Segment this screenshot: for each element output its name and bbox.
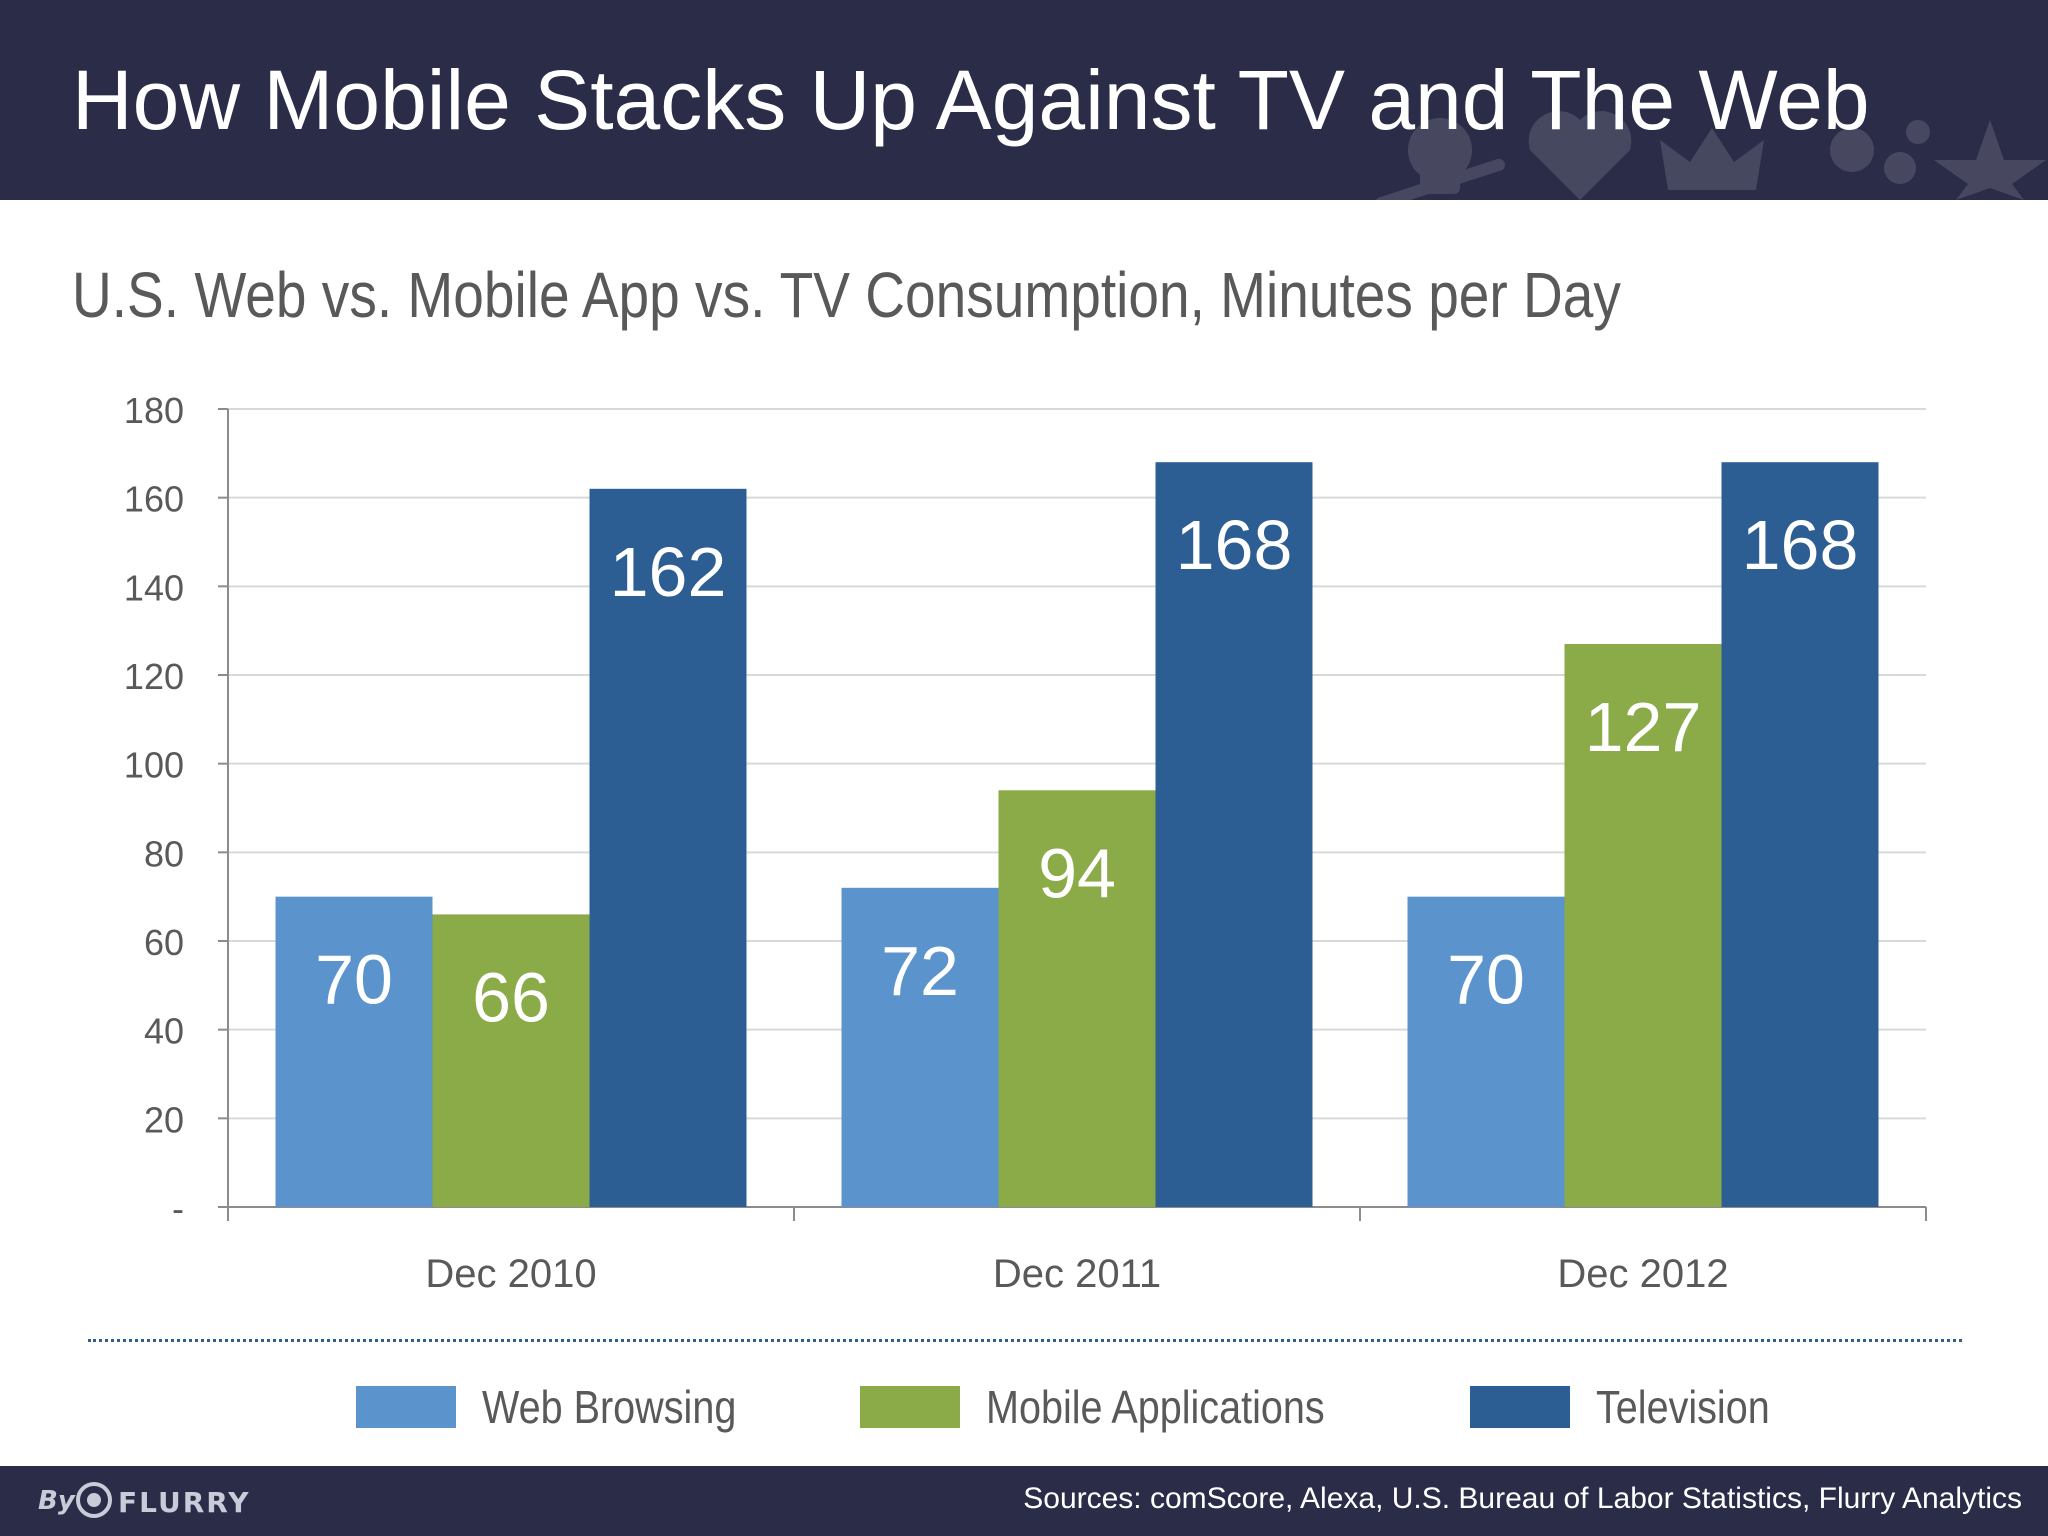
crown-icon [1660,128,1764,190]
x-category-label: Dec 2010 [425,1252,596,1296]
data-label-television-dec-2012: 168 [1742,506,1859,584]
data-label-web-browsing-dec-2012: 70 [1447,941,1525,1019]
chart-subtitle: U.S. Web vs. Mobile App vs. TV Consumpti… [72,259,1621,331]
bar-television-dec-2012 [1721,462,1879,1207]
data-label-web-browsing-dec-2010: 70 [315,941,393,1019]
bar-mobile-applications-dec-2010 [432,914,590,1207]
chart-legend: Web Browsing Mobile Applications Televis… [0,1380,2048,1450]
flurry-logo-icon [76,1482,112,1518]
legend-swatch-mobile-applications [860,1386,960,1428]
brand-name: FLURRY [118,1486,251,1519]
legend-swatch-web-browsing [356,1386,456,1428]
data-label-mobile-applications-dec-2012: 127 [1585,688,1702,766]
y-tick-label: 60 [144,922,184,963]
legend-label-television: Television [1596,1381,1770,1433]
data-label-web-browsing-dec-2011: 72 [881,932,959,1010]
x-category-label: Dec 2011 [993,1252,1161,1296]
sources-note: Sources: comScore, Alexa, U.S. Bureau of… [1023,1482,2022,1515]
bar-web-browsing-dec-2011 [841,887,999,1207]
y-tick-label: 160 [124,479,184,520]
data-label-mobile-applications-dec-2011: 94 [1038,834,1116,912]
slide-header: How Mobile Stacks Up Against TV and The … [0,0,2048,200]
bar-television-dec-2011 [1155,462,1313,1207]
y-tick-label: 180 [124,390,184,431]
heart-icon [1528,111,1632,200]
data-label-mobile-applications-dec-2010: 66 [472,958,550,1036]
data-label-television-dec-2011: 168 [1176,506,1293,584]
y-tick-label: 140 [124,567,184,608]
y-tick-label: - [172,1188,184,1229]
y-tick-label: 20 [144,1099,184,1140]
brand-prefix: By [38,1486,75,1516]
slide-title: How Mobile Stacks Up Against TV and The … [72,53,1870,147]
gear-icon [1830,120,1930,184]
y-tick-label: 100 [124,745,184,786]
y-tick-label: 120 [124,656,184,697]
legend-label-mobile-applications: Mobile Applications [986,1381,1325,1433]
header-decoration [1375,111,2046,200]
legend-label-web-browsing: Web Browsing [482,1381,737,1433]
slide-footer: By FLURRY Sources: comScore, Alexa, U.S.… [0,1466,2048,1536]
y-tick-label: 40 [144,1011,184,1052]
bar-web-browsing-dec-2010 [275,896,433,1207]
data-label-television-dec-2010: 162 [610,533,727,611]
y-tick-label: 80 [144,833,184,874]
star-icon [1934,120,2046,200]
bar-television-dec-2010 [589,488,747,1207]
x-category-label: Dec 2012 [1557,1252,1728,1296]
skull-icon [1375,118,1505,200]
bar-mobile-applications-dec-2011 [998,790,1156,1207]
bar-web-browsing-dec-2012 [1407,896,1565,1207]
legend-divider [88,1339,1962,1342]
bar-mobile-applications-dec-2012 [1564,643,1722,1207]
legend-swatch-television [1470,1386,1570,1428]
bar-chart: - 20 40 60 80 100 120 140 160 180 70 66 162 Dec 2010 7… [124,390,1927,1296]
